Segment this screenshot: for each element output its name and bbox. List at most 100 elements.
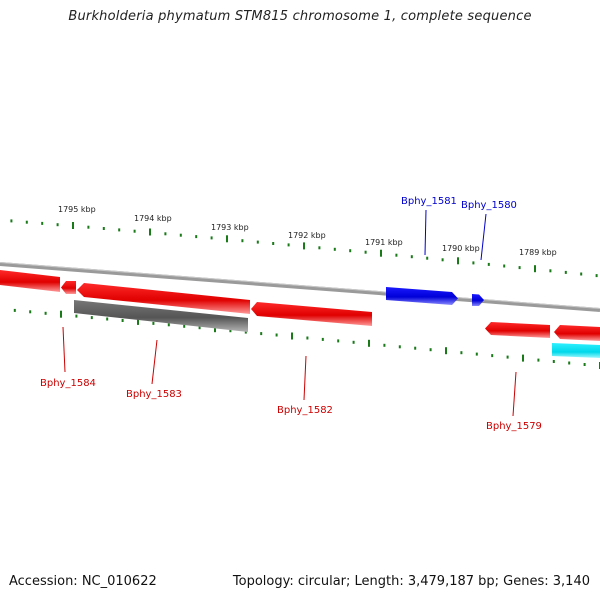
minor-tick	[595, 274, 598, 278]
major-tick	[380, 249, 382, 257]
major-tick	[303, 242, 305, 250]
minor-tick	[121, 319, 124, 322]
minor-tick	[414, 346, 417, 350]
minor-tick	[475, 352, 478, 356]
minor-tick	[426, 256, 429, 260]
map-title: Burkholderia phymatum STM815 chromosome …	[68, 9, 532, 24]
leader-line	[424, 209, 427, 256]
minor-tick	[87, 225, 90, 229]
gene-arrow-bphy-1581[interactable]	[386, 287, 458, 305]
major-tick	[72, 222, 74, 229]
minor-tick	[118, 228, 121, 232]
minor-tick	[580, 272, 583, 276]
accession-text: Accession: NC_010622	[9, 574, 157, 589]
gene-arrow-bphy-1584[interactable]	[77, 283, 250, 314]
gene-label-bphy-1583[interactable]: Bphy_1583	[126, 389, 182, 400]
gene-label-bphy-1580[interactable]: Bphy_1580	[461, 200, 517, 211]
minor-tick	[491, 354, 494, 358]
minor-tick	[167, 323, 170, 327]
major-tick	[445, 347, 447, 355]
minor-tick	[102, 227, 105, 230]
minor-tick	[441, 258, 444, 262]
minor-tick	[321, 337, 324, 341]
minor-tick	[210, 236, 213, 240]
minor-tick	[537, 358, 540, 362]
minor-tick	[183, 324, 186, 328]
minor-tick	[10, 219, 13, 223]
major-tick	[214, 325, 216, 333]
minor-tick	[383, 343, 386, 347]
gene-label-bphy-1584[interactable]: Bphy_1584	[40, 378, 96, 389]
gene-arrow-reverse[interactable]	[61, 281, 76, 294]
minor-tick	[25, 220, 28, 224]
minor-tick	[506, 355, 509, 359]
minor-tick	[275, 333, 278, 337]
minor-tick	[106, 317, 109, 321]
gene-label-bphy-1581[interactable]: Bphy_1581	[401, 196, 457, 207]
minor-tick	[244, 330, 247, 334]
major-tick	[457, 257, 459, 265]
minor-tick	[13, 308, 16, 312]
major-tick	[368, 339, 370, 347]
major-tick	[137, 317, 139, 325]
gene-arrow-reverse[interactable]	[554, 325, 600, 341]
minor-tick	[333, 247, 336, 251]
minor-tick	[549, 269, 552, 273]
ruler-labels: 1795 kbp 1794 kbp 1793 kbp 1792 kbp 1791…	[58, 205, 557, 257]
gene-arrow-reverse[interactable]	[0, 270, 60, 292]
ruler-label: 1790 kbp	[442, 244, 480, 253]
minor-tick	[395, 253, 398, 257]
ruler-label: 1793 kbp	[211, 223, 249, 232]
major-tick	[149, 228, 151, 236]
minor-tick	[583, 363, 586, 366]
gene-arrow-bphy-1582[interactable]	[251, 302, 372, 326]
leader-line	[151, 339, 158, 385]
minor-tick	[364, 250, 367, 254]
gene-arrow-bphy-1579[interactable]	[485, 322, 550, 338]
minor-tick	[318, 246, 321, 250]
minor-tick	[410, 255, 413, 259]
minor-tick	[195, 235, 198, 239]
major-tick	[226, 235, 228, 243]
leader-line	[62, 326, 66, 373]
minor-tick	[272, 242, 275, 245]
minor-tick	[306, 336, 309, 340]
minor-tick	[179, 233, 182, 237]
minor-tick	[229, 329, 232, 333]
minor-tick	[503, 264, 506, 268]
ruler-label: 1794 kbp	[134, 214, 172, 223]
ruler-label: 1792 kbp	[288, 231, 326, 240]
gene-label-bphy-1579[interactable]: Bphy_1579	[486, 421, 542, 432]
gene-arrow-bphy-1580[interactable]	[472, 294, 484, 306]
minor-tick	[164, 232, 167, 236]
minor-tick	[75, 314, 78, 318]
minor-tick	[287, 243, 290, 247]
minor-tick	[29, 310, 32, 314]
genome-summary-text: Topology: circular; Length: 3,479,187 bp…	[232, 574, 590, 589]
ruler-label: 1795 kbp	[58, 205, 96, 214]
major-tick	[522, 354, 524, 362]
gene-labels: Bphy_1581 Bphy_1580 Bphy_1584 Bphy_1583 …	[40, 196, 542, 432]
minor-tick	[487, 262, 490, 266]
gene-arrow-bphy-1583[interactable]	[74, 300, 248, 332]
minor-tick	[518, 266, 521, 270]
ruler-label: 1789 kbp	[519, 248, 557, 257]
minor-tick	[152, 321, 155, 325]
leader-line	[512, 371, 517, 417]
minor-tick	[133, 229, 136, 233]
minor-tick	[429, 348, 432, 352]
minor-tick	[552, 360, 555, 363]
minor-tick	[256, 240, 259, 244]
leader-line	[303, 355, 307, 401]
minor-tick	[398, 345, 401, 349]
minor-tick	[568, 361, 571, 365]
major-tick	[291, 332, 293, 340]
minor-tick	[41, 221, 44, 225]
gene-rna[interactable]	[552, 343, 600, 358]
ruler-ticks-upper	[10, 219, 598, 278]
minor-tick	[90, 316, 93, 320]
gene-label-bphy-1582[interactable]: Bphy_1582	[277, 405, 333, 416]
minor-tick	[260, 332, 263, 336]
minor-tick	[349, 249, 352, 253]
